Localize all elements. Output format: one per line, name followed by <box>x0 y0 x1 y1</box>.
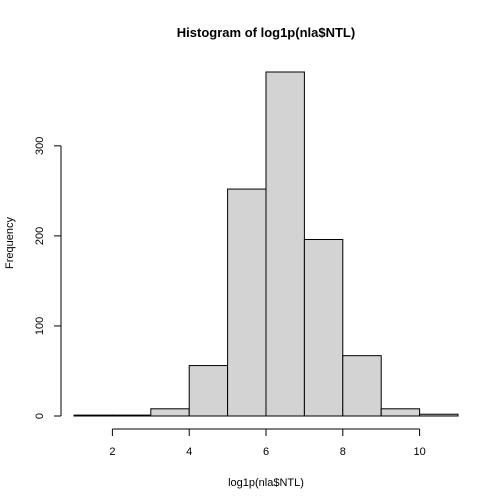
x-tick-label: 4 <box>186 446 192 458</box>
bars-group <box>73 71 459 417</box>
y-tick-label: 300 <box>34 137 46 155</box>
histogram-bar-0 <box>73 414 113 417</box>
x-axis: 2 4 6 8 10 <box>109 428 426 458</box>
histogram-bar-9 <box>419 413 459 417</box>
y-axis-label: Frequency <box>4 217 16 269</box>
chart-title: Histogram of log1p(nla$NTL) <box>177 25 355 40</box>
histogram-bar-7 <box>342 355 382 417</box>
y-axis: 0 100 200 300 <box>34 137 62 419</box>
histogram-bar-6 <box>303 238 344 417</box>
histogram-bar-1 <box>111 414 152 417</box>
y-tick-label: 100 <box>34 317 46 335</box>
histogram-bar-2 <box>150 408 190 417</box>
histogram-bar-4 <box>227 188 267 417</box>
x-tick-label: 10 <box>413 446 425 458</box>
x-tick-label: 8 <box>340 446 346 458</box>
y-tick-label: 0 <box>34 413 46 419</box>
histogram-bar-3 <box>188 365 229 417</box>
y-tick-label: 200 <box>34 227 46 245</box>
x-axis-label: log1p(nla$NTL) <box>228 477 304 489</box>
histogram-bar-5 <box>265 71 305 417</box>
histogram-bar-8 <box>380 408 421 417</box>
x-tick-label: 6 <box>263 446 269 458</box>
x-tick-label: 2 <box>109 446 115 458</box>
